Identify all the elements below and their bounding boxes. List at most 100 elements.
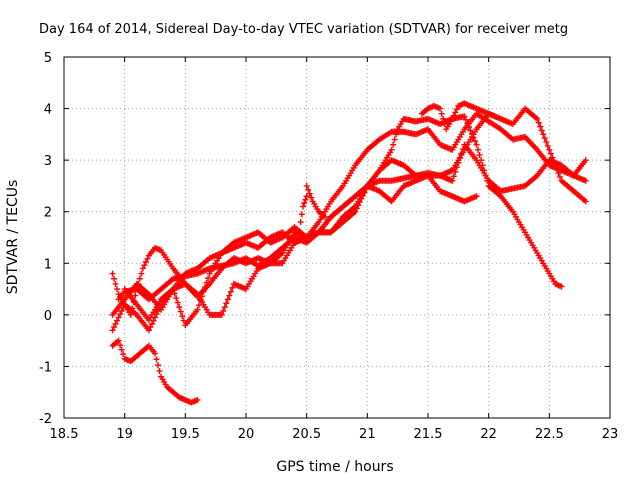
data-point (449, 115, 456, 122)
x-axis-label: GPS time / hours (276, 459, 393, 475)
data-point (461, 113, 468, 120)
series-track-5 (109, 141, 589, 334)
data-point (303, 182, 310, 189)
data-point (390, 141, 397, 148)
data-point (388, 146, 395, 153)
data-point (450, 173, 457, 180)
data-point (321, 213, 328, 220)
data-point (218, 311, 225, 318)
data-point (229, 284, 236, 291)
data-point (145, 327, 152, 334)
data-point (114, 317, 121, 324)
data-point (227, 288, 234, 295)
x-tick-label: 22.5 (535, 427, 564, 442)
data-point (352, 208, 359, 215)
data-point (221, 304, 228, 311)
data-point (582, 198, 589, 205)
series-track-1 (109, 337, 201, 406)
data-point (147, 324, 154, 331)
x-tick-label: 19.5 (171, 427, 200, 442)
data-point (582, 157, 589, 164)
data-point (117, 311, 124, 318)
y-tick-label: -1 (39, 360, 52, 375)
data-point (467, 127, 474, 134)
data-point (437, 105, 444, 112)
data-point (114, 286, 121, 293)
data-point (223, 300, 230, 307)
data-point (148, 320, 155, 327)
data-point (115, 337, 122, 344)
data-point (473, 193, 480, 200)
data-point (555, 170, 562, 177)
data-point (549, 154, 556, 161)
data-point (540, 131, 547, 138)
data-point (305, 186, 312, 193)
data-point (582, 177, 589, 184)
data-point (491, 113, 498, 120)
data-point (152, 350, 158, 357)
data-point (194, 396, 201, 403)
data-point (117, 342, 124, 349)
data-point (142, 258, 149, 265)
data-point (177, 308, 184, 315)
data-point (297, 219, 304, 226)
data-point (538, 127, 545, 134)
data-point (173, 295, 180, 302)
data-point (226, 292, 233, 299)
data-point (472, 138, 479, 145)
x-tick-label: 23 (602, 427, 619, 442)
data-point (473, 141, 480, 148)
y-axis-label: SDTVAR / TECUs (5, 180, 21, 295)
data-point (200, 288, 207, 295)
y-tick-label: 5 (44, 51, 52, 66)
data-point (155, 307, 162, 314)
data-point (462, 116, 469, 123)
data-point (132, 292, 139, 299)
x-tick-label: 19 (116, 427, 133, 442)
x-tick-label: 18.5 (50, 427, 79, 442)
data-point (224, 296, 231, 303)
data-point (203, 279, 210, 286)
data-point (465, 123, 472, 130)
data-point (453, 106, 460, 113)
data-point (452, 109, 459, 116)
series-track-8 (418, 100, 498, 133)
data-point (155, 362, 162, 369)
data-point (109, 327, 116, 334)
data-point (144, 255, 151, 262)
y-tick-label: 2 (44, 206, 52, 221)
data-point (393, 131, 400, 138)
series-track-7 (297, 182, 328, 226)
data-point (156, 367, 163, 374)
x-tick-label: 22 (480, 427, 497, 442)
plot-frame (63, 56, 611, 419)
data-point (139, 265, 146, 272)
data-point (109, 270, 116, 277)
series-track-4 (115, 113, 565, 303)
data-point (302, 196, 309, 203)
data-point (174, 299, 181, 306)
data-point (464, 120, 471, 127)
data-point (535, 119, 542, 126)
data-point (558, 283, 565, 290)
data-point (306, 190, 313, 197)
y-tick-label: 1 (44, 257, 52, 272)
data-point (543, 139, 550, 146)
data-point (300, 203, 307, 210)
data-point (475, 146, 482, 153)
data-point (120, 351, 127, 358)
data-point (111, 275, 118, 282)
data-point (534, 115, 541, 122)
data-point (115, 314, 122, 321)
data-point (112, 320, 119, 327)
data-point (547, 150, 554, 157)
data-point (546, 146, 553, 153)
data-point (112, 280, 119, 287)
data-point (136, 275, 143, 282)
data-point (179, 313, 186, 320)
data-point (537, 123, 544, 130)
data-point (298, 211, 305, 218)
data-point (544, 142, 551, 149)
data-point (118, 346, 125, 353)
